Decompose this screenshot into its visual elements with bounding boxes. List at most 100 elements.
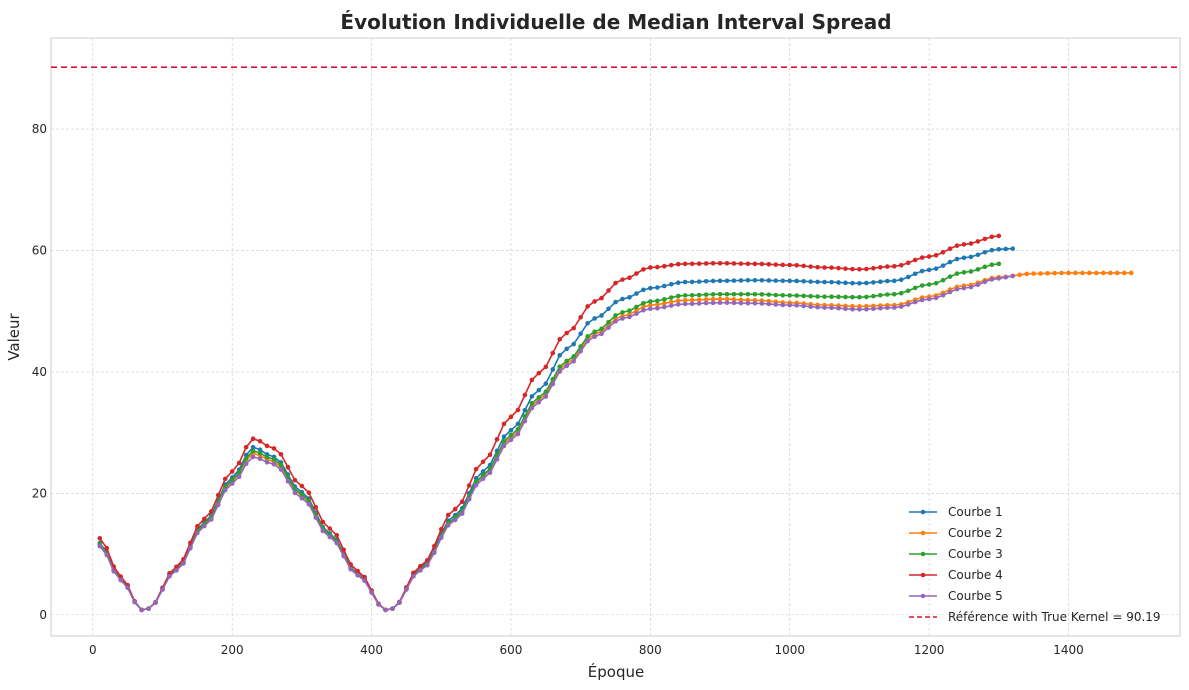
data-point — [627, 314, 632, 320]
data-point — [808, 304, 813, 310]
data-point — [243, 444, 249, 450]
data-point — [961, 242, 967, 247]
data-point — [236, 474, 242, 479]
data-point — [208, 517, 214, 522]
data-point — [731, 297, 737, 302]
data-point — [327, 526, 333, 531]
data-point — [195, 530, 200, 536]
data-point — [634, 291, 639, 296]
data-point — [1010, 273, 1016, 279]
data-point — [215, 502, 221, 508]
data-point — [390, 606, 395, 611]
x-tick-label: 800 — [639, 643, 662, 657]
data-point — [620, 296, 625, 302]
data-point — [1003, 246, 1009, 252]
data-point — [1121, 270, 1127, 276]
data-point — [801, 278, 806, 284]
data-point — [905, 302, 911, 307]
legend-marker — [920, 572, 926, 578]
legend-entry-label: Courbe 5 — [948, 589, 1003, 603]
x-tick-label: 400 — [360, 643, 383, 657]
data-point — [1087, 270, 1092, 276]
legend-marker — [920, 551, 926, 557]
data-point — [940, 249, 946, 255]
data-point — [780, 292, 786, 298]
data-point — [167, 574, 172, 579]
data-point — [508, 427, 514, 433]
data-point — [613, 299, 618, 305]
data-point — [480, 459, 486, 465]
data-point — [174, 568, 179, 573]
data-point — [885, 264, 890, 269]
data-point — [933, 295, 939, 301]
y-tick-label: 80 — [32, 122, 47, 136]
data-point — [522, 418, 528, 424]
data-point — [989, 277, 995, 282]
data-point — [759, 261, 765, 267]
data-point — [947, 246, 953, 251]
data-point — [627, 295, 632, 300]
data-point — [104, 552, 110, 558]
data-point — [926, 282, 932, 287]
data-point — [885, 278, 890, 284]
data-point — [885, 292, 890, 297]
data-point — [996, 246, 1002, 252]
data-point — [571, 358, 576, 364]
data-point — [585, 338, 590, 344]
data-point — [696, 297, 702, 303]
data-point — [1017, 272, 1023, 278]
data-point — [292, 490, 298, 496]
data-point — [982, 279, 988, 285]
data-point — [334, 540, 340, 546]
plot-frame — [50, 37, 1181, 637]
data-point — [857, 294, 862, 300]
data-point — [459, 499, 465, 505]
data-point — [257, 450, 263, 456]
data-point — [299, 483, 305, 489]
data-point — [682, 297, 688, 303]
data-point — [571, 325, 576, 331]
data-point — [278, 451, 284, 457]
data-point — [773, 262, 779, 267]
data-point — [947, 274, 953, 279]
data-point — [850, 306, 855, 312]
data-point — [912, 271, 918, 277]
data-point — [229, 481, 235, 486]
data-point — [1045, 271, 1050, 276]
data-point — [696, 301, 702, 306]
data-point — [397, 600, 402, 605]
data-point — [940, 277, 946, 283]
data-point — [829, 265, 834, 270]
y-tick-label: 40 — [32, 365, 47, 379]
data-point — [250, 444, 256, 450]
legend-entry-label: Courbe 2 — [948, 526, 1003, 540]
data-point — [752, 277, 758, 283]
data-point — [648, 265, 653, 270]
legend-entry-label: Référence with True Kernel = 90.19 — [948, 610, 1161, 624]
data-point — [857, 280, 862, 286]
data-point — [1108, 270, 1113, 276]
data-point — [313, 515, 319, 520]
data-point — [1024, 271, 1029, 277]
legend-marker — [920, 530, 926, 536]
data-point — [954, 271, 960, 276]
data-point — [675, 293, 681, 299]
data-point — [836, 294, 841, 300]
data-point — [313, 504, 319, 510]
data-point — [696, 292, 702, 298]
data-point — [703, 292, 709, 297]
data-point — [717, 300, 723, 306]
data-point — [222, 487, 228, 493]
series-line — [99, 263, 999, 611]
data-point — [801, 303, 806, 309]
data-point — [536, 399, 542, 405]
data-point — [808, 293, 813, 299]
data-point — [118, 577, 123, 583]
data-point — [550, 367, 556, 372]
data-point — [655, 298, 660, 304]
data-point — [759, 301, 765, 306]
data-point — [341, 553, 347, 559]
data-point — [578, 331, 583, 336]
data-point — [466, 483, 472, 488]
data-point — [912, 285, 918, 291]
